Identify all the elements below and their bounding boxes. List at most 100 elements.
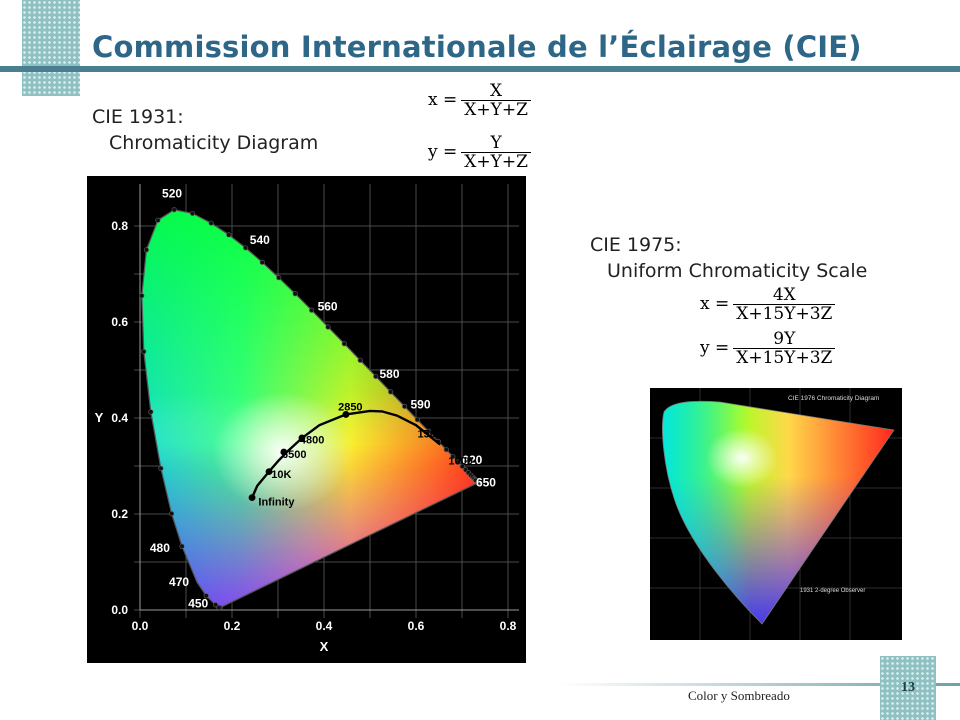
locus-dot [475, 480, 481, 486]
formula-fraction: Y X+Y+Z [461, 134, 531, 171]
planckian-label: 2850 [338, 402, 362, 414]
wavelength-label: 520 [162, 187, 182, 201]
formula-lhs: x = [700, 294, 730, 314]
wavelength-label: 450 [188, 596, 208, 610]
slide-title: Commission Internationale de l’Éclairage… [92, 30, 862, 64]
formula-numerator: 4X [772, 284, 796, 305]
formula-fraction: 4X X+15Y+3Z [733, 284, 836, 323]
x-tick-label: 0.6 [408, 619, 425, 633]
locus-dot [443, 447, 449, 453]
locus-dot [213, 602, 219, 608]
locus-dot [208, 220, 214, 226]
uv-chromaticity-fill [662, 401, 894, 625]
chromaticity-fill [141, 209, 479, 608]
locus-dot [203, 593, 209, 599]
cie1975-heading: CIE 1975: Uniform Chromaticity Scale [590, 232, 867, 284]
locus-dot [158, 465, 164, 472]
cie1931-formulas: x = X X+Y+Z y = Y X+Y+Z [428, 80, 531, 171]
y-tick-label: 0.4 [111, 411, 128, 425]
uv-diagram-title: CIE 1976 Chromaticity Diagram [788, 395, 879, 402]
cie1976-chromaticity-diagram: CIE 1976 Chromaticity Diagram 1931 2-deg… [650, 388, 902, 640]
page-number-box [880, 656, 936, 720]
wavelength-label: 650 [476, 475, 496, 489]
formula-numerator: Y [490, 132, 502, 153]
page-number: 13 [901, 680, 915, 695]
cie1975-formula-x: x = 4X X+15Y+3Z [700, 284, 836, 323]
wavelength-label: 480 [150, 541, 170, 555]
planckian-label: 6500 [282, 449, 306, 461]
formula-denominator: X+15Y+3Z [733, 303, 836, 323]
uv-locus [662, 400, 895, 625]
formula-fraction: 9Y X+15Y+3Z [733, 328, 836, 367]
formula-denominator: X+15Y+3Z [733, 347, 836, 367]
planckian-label: 1500 [418, 428, 442, 440]
y-tick-label: 0.8 [111, 219, 128, 233]
y-axis-label: Y [95, 410, 104, 425]
footer-rule [560, 683, 960, 686]
cie1975-formula-y: y = 9Y X+15Y+3Z [700, 328, 836, 367]
wavelength-label: 540 [250, 233, 270, 247]
formula-numerator: 9Y [773, 328, 796, 349]
formula-lhs: y = [700, 338, 730, 358]
planckian-dot [342, 411, 350, 418]
x-axis-label: X [320, 639, 329, 654]
cie1975-heading-line1: CIE 1975: [590, 234, 682, 256]
locus-dot [401, 403, 408, 409]
planckian-dot [280, 448, 288, 456]
x-tick-label: 0.2 [224, 619, 241, 633]
locus-dot [309, 307, 315, 313]
locus-dot [139, 293, 145, 299]
locus-dot [425, 428, 432, 434]
locus-dot [141, 348, 147, 355]
cie1931-heading-line2: Chromaticity Diagram [109, 132, 319, 154]
locus-dot [341, 341, 347, 347]
x-tick-label: 0.0 [132, 619, 149, 633]
corner-decoration [22, 0, 80, 96]
wavelength-label: 580 [380, 367, 400, 381]
planckian-label: Infinity [258, 497, 295, 509]
wavelength-label: 590 [410, 397, 430, 411]
planckian-dot [265, 468, 273, 476]
formula-lhs: x = [428, 90, 458, 110]
locus-dot [373, 373, 379, 380]
x-tick-label: 0.4 [316, 619, 333, 633]
cie1975-heading-line2: Uniform Chromaticity Scale [607, 260, 868, 282]
y-tick-label: 0.2 [111, 507, 128, 521]
footer-text: Color y Sombreado [688, 688, 790, 703]
wavelength-label: 620 [462, 453, 482, 467]
axis-ticks: 0.0 0.2 0.4 0.6 0.8 0.0 0.2 0.4 0.6 0.8 [111, 219, 516, 633]
wavelength-label: 560 [318, 299, 338, 313]
locus-dot [414, 417, 420, 423]
locus-dot [450, 453, 456, 460]
diagram-labels: 520 540 560 580 590 620 650 480 470 450 2850 1500 10… [150, 187, 496, 611]
locus-dot [459, 463, 465, 469]
locus-dot [169, 511, 175, 517]
formula-lhs: y = [428, 142, 458, 162]
locus-dot [455, 459, 461, 465]
planckian-dot [248, 494, 256, 502]
planckian-dot [298, 434, 306, 442]
title-rule [0, 66, 960, 72]
planckian-label: 4800 [300, 435, 324, 447]
locus-dot [388, 389, 394, 395]
y-tick-label: 0.0 [111, 603, 128, 617]
formula-numerator: X [490, 80, 503, 101]
cie1931-heading: CIE 1931: Chromaticity Diagram [92, 104, 318, 156]
locus-dot [276, 275, 282, 281]
locus-dot [357, 357, 363, 363]
locus-dot [148, 409, 154, 415]
locus-dot [226, 232, 232, 238]
cie1931-formula-x: x = X X+Y+Z [428, 80, 531, 119]
y-tick-label: 0.6 [111, 315, 128, 329]
planckian-locus-dots [248, 411, 350, 502]
locus-dot [243, 245, 249, 251]
cie1931-heading-line1: CIE 1931: [92, 106, 184, 128]
locus-dot [189, 210, 196, 217]
locus-dot [155, 217, 161, 223]
locus-dot [292, 291, 298, 297]
cie1975-formulas: x = 4X X+15Y+3Z y = 9Y X+15Y+3Z [700, 284, 836, 367]
planckian-label: 10K [271, 469, 291, 481]
x-tick-label: 0.8 [500, 619, 517, 633]
locus-dot [171, 207, 177, 213]
locus-dot [325, 324, 331, 330]
